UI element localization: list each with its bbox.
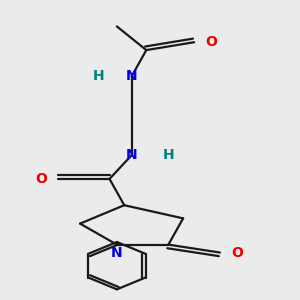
Text: N: N (111, 246, 123, 260)
Text: O: O (231, 245, 243, 260)
Text: N: N (126, 148, 137, 162)
Text: O: O (35, 172, 47, 186)
Text: H: H (163, 148, 174, 162)
Text: H: H (93, 69, 104, 83)
Text: N: N (126, 69, 137, 83)
Text: O: O (205, 35, 217, 49)
